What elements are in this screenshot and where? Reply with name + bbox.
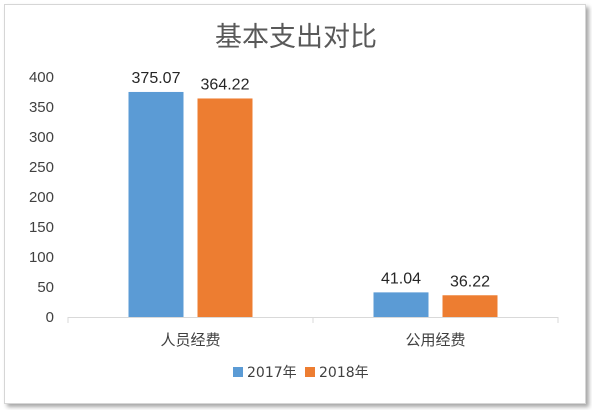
legend-label: 2017年	[247, 365, 297, 381]
legend: 2017年 2018年	[233, 365, 369, 381]
bar-2-2	[442, 295, 498, 317]
data-label: 36.22	[450, 273, 490, 290]
x-category-label: 人员经费	[160, 331, 220, 349]
y-tick-label: 350	[29, 99, 54, 116]
legend-swatch-2	[305, 367, 315, 377]
chart-frame	[4, 4, 586, 404]
bar-1-1	[128, 91, 184, 317]
legend-label: 2018年	[319, 365, 369, 381]
x-axis: 人员经费 公用经费	[67, 317, 559, 349]
y-tick-label: 400	[29, 69, 54, 86]
data-labels: 375.07 364.22 41.04 36.22	[132, 70, 491, 290]
bars	[128, 91, 498, 317]
y-tick-label: 0	[46, 309, 54, 326]
y-tick-label: 150	[29, 219, 54, 236]
data-label: 41.04	[381, 270, 421, 287]
x-category-label: 公用经费	[405, 331, 465, 349]
bar-1-2	[373, 292, 429, 317]
legend-swatch-1	[233, 367, 243, 377]
y-tick-label: 100	[29, 249, 54, 266]
chart-title: 基本支出对比	[215, 22, 377, 53]
y-tick-label: 50	[37, 279, 54, 296]
y-tick-label: 200	[29, 189, 54, 206]
y-tick-label: 250	[29, 159, 54, 176]
data-label: 364.22	[201, 76, 250, 93]
y-axis: 0 50 100 150 200 250 300 350 400	[29, 69, 54, 326]
data-label: 375.07	[132, 70, 181, 87]
y-tick-label: 300	[29, 129, 54, 146]
bar-2-1	[197, 98, 253, 317]
